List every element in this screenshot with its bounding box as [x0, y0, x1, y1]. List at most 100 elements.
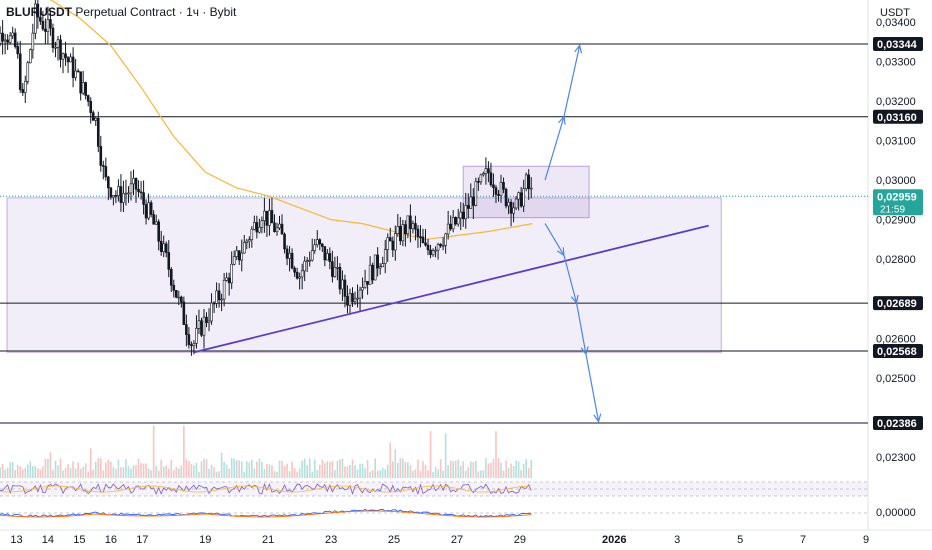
candle-body — [333, 267, 337, 277]
last-price-tag — [873, 189, 923, 216]
volume-bar — [115, 468, 117, 478]
candle-body — [499, 182, 503, 196]
volume-bar — [482, 470, 485, 478]
level-price-tag-label: 0,03344 — [877, 39, 918, 51]
candle-body — [328, 253, 332, 262]
price-tick-label: 0,03300 — [876, 56, 916, 68]
contract-description: Perpetual Contract · 1ч · Bybit — [75, 5, 237, 19]
candle-body — [308, 259, 312, 262]
price-tick-label: 0,03400 — [876, 17, 916, 29]
time-tick-label: 15 — [73, 534, 85, 546]
volume-bar — [32, 466, 34, 478]
candle-body — [175, 290, 178, 298]
candle-body — [23, 80, 27, 93]
candle-body — [185, 324, 188, 335]
time-tick-label: 3 — [674, 534, 680, 546]
time-tick-label: 23 — [325, 534, 337, 546]
time-tick-label: 13 — [10, 534, 22, 546]
candle-body — [147, 202, 150, 219]
level-price-tag — [873, 416, 923, 431]
candle-body — [366, 281, 369, 285]
candle-body — [341, 279, 344, 290]
projection-arrow-segment[interactable] — [575, 302, 587, 355]
volume-bar — [225, 464, 228, 478]
candle-body — [459, 211, 463, 219]
candle-body — [492, 184, 495, 189]
candle-body — [346, 296, 349, 306]
candle-body — [230, 263, 233, 284]
volume-bar — [326, 461, 329, 478]
candle-body — [66, 57, 70, 63]
volume-bar — [210, 464, 213, 478]
rsi-line — [0, 483, 532, 496]
candle-body — [94, 117, 98, 121]
candle-body — [353, 298, 357, 302]
volume-bar — [457, 459, 460, 478]
candle-body — [237, 250, 241, 261]
support-trendline[interactable] — [194, 224, 709, 354]
volume-bar — [251, 459, 253, 478]
volume-bar — [379, 470, 381, 478]
candle-body — [310, 250, 314, 261]
candle-body — [227, 277, 231, 284]
price-tick-label: 0,02800 — [876, 254, 916, 266]
volume-bar — [391, 461, 394, 478]
volume-bar — [39, 469, 42, 478]
candle-body — [444, 233, 447, 246]
volume-bar — [316, 469, 319, 478]
candle-body — [320, 243, 324, 247]
projection-arrow-segment[interactable] — [563, 255, 578, 303]
candle-body — [232, 256, 236, 265]
volume-bar — [19, 466, 22, 478]
level-price-tag — [873, 36, 923, 51]
candle-body — [446, 223, 450, 235]
volume-bar — [480, 470, 482, 478]
macd-signal-line — [0, 510, 532, 518]
candle-body — [46, 19, 50, 32]
candle-body — [71, 56, 75, 78]
candle-body — [44, 28, 47, 32]
volume-bar — [293, 467, 296, 478]
time-tick-label: 16 — [105, 534, 117, 546]
candle-body — [205, 316, 208, 323]
candle-body — [79, 71, 82, 94]
candle-body — [180, 296, 183, 303]
volume-bar — [62, 470, 64, 478]
candle-body — [404, 224, 407, 235]
volume-bar — [263, 468, 266, 478]
candle-body — [86, 95, 90, 102]
candle-body — [383, 249, 387, 264]
candle-body — [464, 205, 468, 220]
candle-body — [318, 239, 322, 245]
volume-bar — [47, 458, 49, 478]
volume-bar — [409, 465, 412, 478]
volume-bar — [29, 461, 32, 478]
volume-bar — [102, 470, 105, 478]
volume-bar — [220, 452, 223, 478]
candle-body — [3, 39, 7, 42]
range-zone[interactable] — [6, 197, 722, 353]
candle-body — [127, 192, 130, 195]
volume-bar — [105, 462, 107, 478]
projection-arrow-segment[interactable] — [563, 45, 581, 117]
volume-bar — [487, 463, 490, 478]
volume-bar — [120, 467, 122, 478]
projection-arrow-segment[interactable] — [544, 116, 565, 181]
volume-bar — [417, 459, 419, 478]
projection-arrow-segment[interactable] — [585, 354, 600, 422]
projection-arrow-segment[interactable] — [544, 223, 565, 256]
volume-bar — [24, 467, 27, 478]
candle-body — [142, 192, 145, 205]
candle-body — [134, 178, 138, 190]
candle-body — [26, 62, 30, 82]
level-price-tag-label: 0,03160 — [877, 112, 917, 124]
candle-body — [303, 260, 306, 272]
volume-bar — [374, 458, 376, 478]
candle-body — [509, 201, 513, 214]
volume-bar — [472, 461, 475, 478]
candle-body — [159, 240, 163, 252]
volume-bar — [11, 461, 14, 478]
volume-bar — [525, 459, 527, 478]
candle-body — [280, 223, 284, 235]
